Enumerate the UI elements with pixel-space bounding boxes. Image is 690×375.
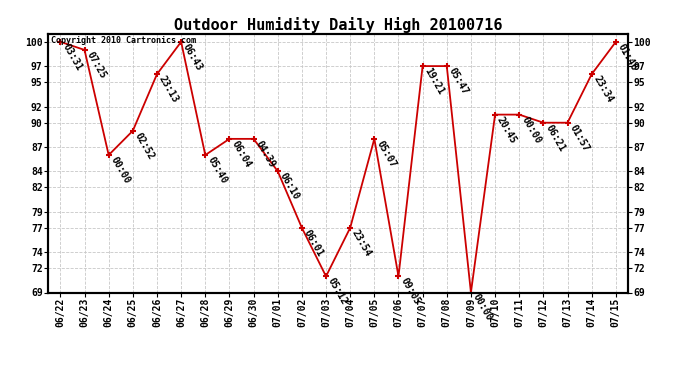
Text: 07:25: 07:25 (85, 50, 108, 80)
Title: Outdoor Humidity Daily High 20100716: Outdoor Humidity Daily High 20100716 (174, 16, 502, 33)
Text: 00:00: 00:00 (520, 115, 542, 145)
Text: Copyright 2010 Cartronics.com: Copyright 2010 Cartronics.com (51, 36, 196, 45)
Text: 04:39: 04:39 (254, 139, 277, 169)
Text: 05:40: 05:40 (206, 155, 228, 186)
Text: 01:57: 01:57 (568, 123, 591, 153)
Text: 02:52: 02:52 (133, 131, 156, 161)
Text: 20:45: 20:45 (495, 115, 518, 145)
Text: 06:10: 06:10 (278, 171, 301, 202)
Text: 23:54: 23:54 (351, 228, 373, 258)
Text: 23:34: 23:34 (592, 74, 615, 105)
Text: 01:46: 01:46 (616, 42, 639, 72)
Text: 05:12: 05:12 (326, 276, 349, 307)
Text: 06:01: 06:01 (302, 228, 325, 258)
Text: 00:00: 00:00 (109, 155, 132, 186)
Text: 06:21: 06:21 (544, 123, 566, 153)
Text: 00:00: 00:00 (471, 292, 494, 323)
Text: 05:07: 05:07 (375, 139, 397, 169)
Text: 19:21: 19:21 (423, 66, 446, 96)
Text: 09:05: 09:05 (399, 276, 422, 307)
Text: 23:13: 23:13 (157, 74, 180, 105)
Text: 03:31: 03:31 (61, 42, 83, 72)
Text: 05:47: 05:47 (447, 66, 470, 96)
Text: 06:04: 06:04 (230, 139, 253, 169)
Text: 06:43: 06:43 (181, 42, 204, 72)
